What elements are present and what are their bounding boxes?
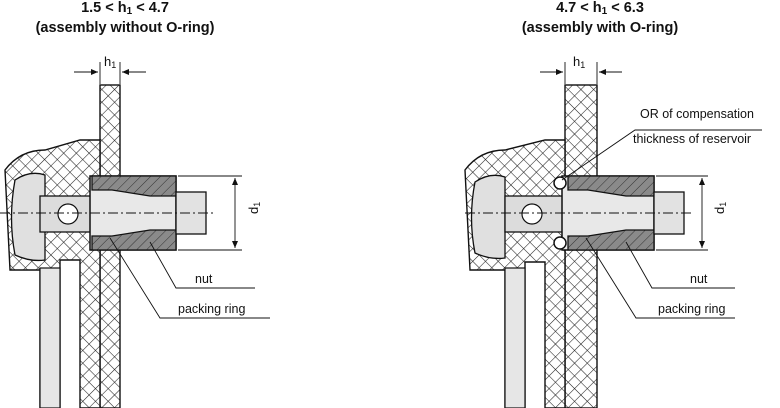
o-ring-label-line2: thickness of reservoir [633,132,751,146]
nut-label: nut [195,272,213,286]
o-ring-label-line1: OR of compensation [640,107,754,121]
inner-column [39,267,61,408]
title-range: 4.7 < h1 < 6.3 [556,0,644,17]
panel-assembly-without-o-ring: 1.5 < h1 < 4.7 (assembly without O-ring)… [0,0,270,408]
o-ring-leader [561,129,762,181]
nut-leader [149,241,255,289]
packing-ring-leader [109,237,270,319]
packing-ring-label: packing ring [658,302,725,316]
packing-ring-top [567,175,655,197]
h1-label: h1 [573,54,585,70]
o-ring-bottom [553,236,567,250]
title-range: 1.5 < h1 < 4.7 [81,0,169,17]
nut-leader [625,241,735,289]
screw-hole [57,203,79,225]
panel-assembly-with-o-ring: 4.7 < h1 < 6.3 (assembly with O-ring) h1… [390,0,780,408]
inner-column [504,267,526,408]
assembly-drawing: h1 OR of compensation thickness of reser… [464,54,762,408]
d1-label: d1 [712,202,728,214]
packing-ring-label: packing ring [178,302,245,316]
packing-ring-top [91,175,177,197]
panel-title: 4.7 < h1 < 6.3 (assembly with O-ring) [475,0,725,37]
title-assembly-type: (assembly with O-ring) [521,20,679,36]
packing-ring-leader [585,237,735,319]
rounded-head [470,174,506,260]
d1-label: d1 [246,202,262,214]
screw-hole [521,203,543,225]
title-assembly-type: (assembly without O-ring) [35,20,215,36]
h1-label: h1 [104,54,116,70]
rounded-head [10,172,46,262]
assembly-drawing: h1 d1 nut packing ring [0,54,270,408]
nut-label: nut [690,272,708,286]
panel-title: 1.5 < h1 < 4.7 (assembly without O-ring) [0,0,250,37]
o-ring-top [553,176,567,190]
